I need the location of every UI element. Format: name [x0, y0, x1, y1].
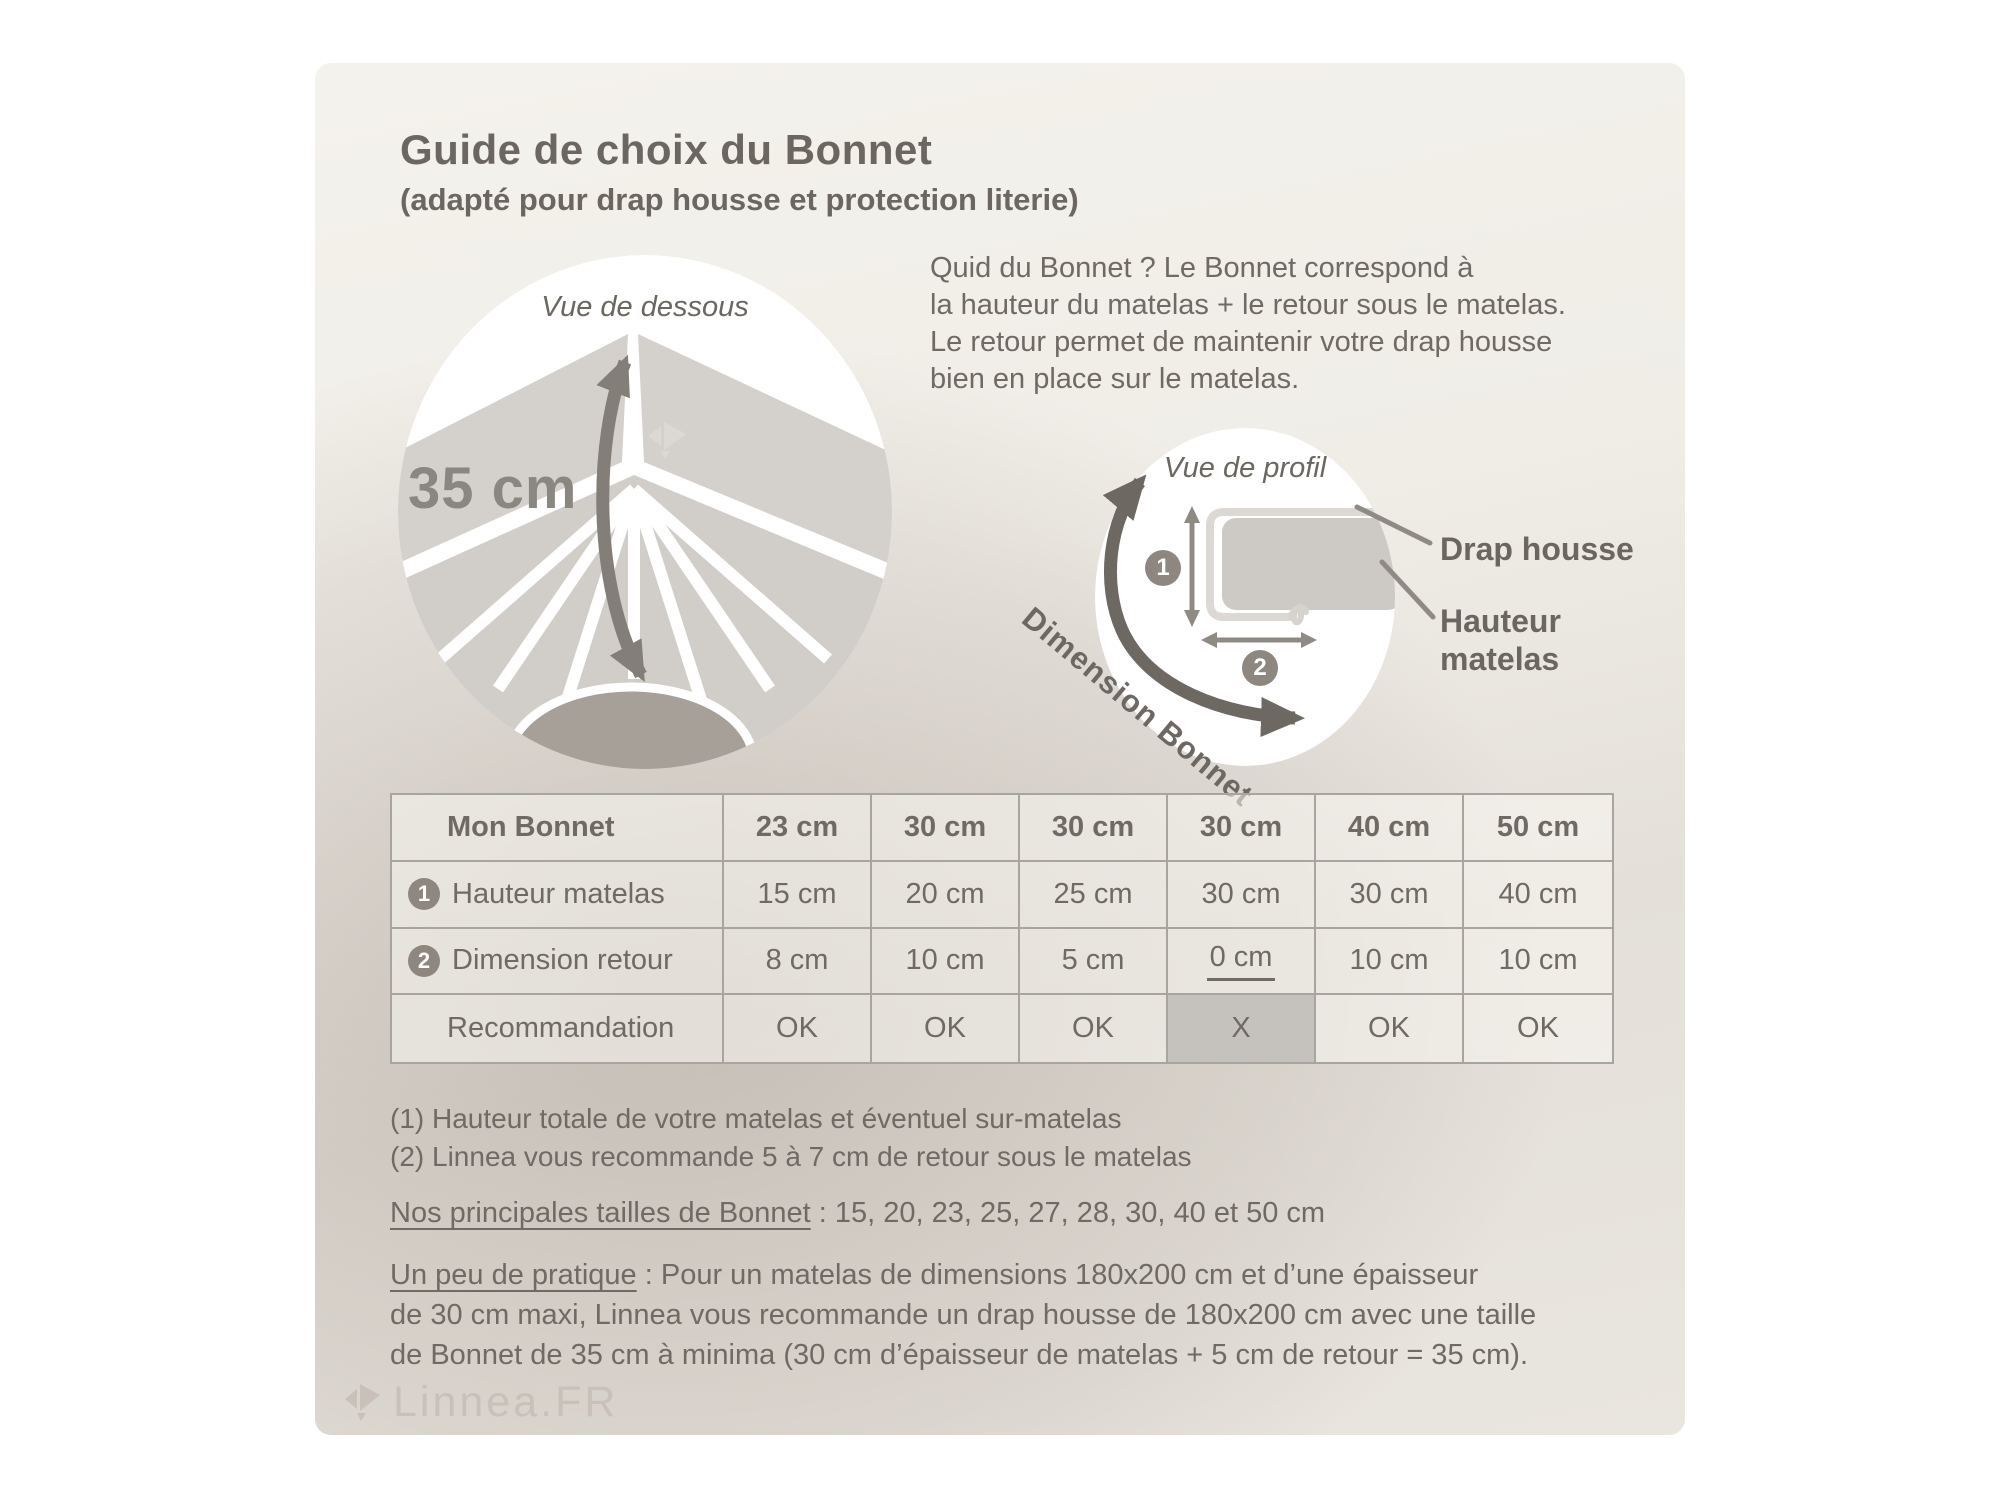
table-row-label: 2 Dimension retour [392, 928, 724, 996]
sizes-line: Nos principales tailles de Bonnet : 15, … [390, 1197, 1325, 1230]
table-cell: 20 cm [872, 861, 1020, 929]
intro-line: Quid du Bonnet ? Le Bonnet correspond à [930, 252, 1474, 284]
table-cell: 30 cm [1316, 861, 1464, 929]
table-cell: OK [1464, 995, 1612, 1062]
table-row-label: 1 Hauteur matelas [392, 861, 724, 929]
mattress-height-label-line1: Hauteur [1440, 603, 1561, 639]
table-cell: 25 cm [1020, 861, 1168, 929]
bottom-view-caption: Vue de dessous [541, 291, 749, 323]
table-cell: 8 cm [724, 928, 872, 996]
sizes-rest: : 15, 20, 23, 25, 27, 28, 30, 40 et 50 c… [810, 1197, 1326, 1229]
bonnet-table: Mon Bonnet 23 cm 30 cm 30 cm 30 cm 40 cm… [390, 793, 1614, 1064]
mattress-height-label: Hauteur matelas [1440, 602, 1561, 678]
row-badge-1: 1 [408, 878, 440, 911]
page-subtitle: (adapté pour drap housse et protection l… [400, 182, 1079, 217]
table-header-cell: 23 cm [724, 795, 872, 862]
bonnet-measurement: 35 cm [408, 456, 578, 521]
table-header-cell: 30 cm [1020, 795, 1168, 862]
table-header-cell: 30 cm [872, 795, 1020, 862]
footnote-2: (2) Linnea vous recommande 5 à 7 cm de r… [390, 1141, 1192, 1172]
table-cell: 30 cm [1168, 861, 1316, 929]
bottom-view-illustration [398, 255, 892, 769]
sheet-underside [398, 475, 892, 769]
brand-logo: Linnea.FR [345, 1378, 618, 1427]
dimension-bonnet-arrow [1102, 474, 1305, 738]
row-label-text: Hauteur matelas [452, 877, 665, 910]
table-cell: 10 cm [872, 928, 1020, 996]
table-cell-underlined: 0 cm [1168, 928, 1316, 996]
table-cell: OK [724, 995, 872, 1062]
practice-paragraph: Un peu de pratique : Pour un matelas de … [390, 1255, 1536, 1375]
badge-2: 2 [1242, 650, 1278, 686]
zero-return-value: 0 cm [1206, 941, 1276, 981]
table-cell: 40 cm [1464, 861, 1612, 929]
badge-1: 1 [1145, 550, 1181, 586]
mattress-left-side [398, 334, 628, 577]
mattress-right-side [638, 334, 892, 577]
table-row-label: Recommandation [392, 995, 724, 1062]
table-cell: 10 cm [1316, 928, 1464, 996]
table-cell: 5 cm [1020, 928, 1168, 996]
profile-view-caption: Vue de profil [1163, 452, 1327, 484]
bonnet-measure-arrow [596, 354, 647, 683]
linnea-logo-text: Linnea.FR [393, 1378, 619, 1426]
practice-rest: : Pour un matelas de dimensions 180x200 … [636, 1259, 1479, 1291]
table-cell: OK [1020, 995, 1168, 1062]
footnote-1: (1) Hauteur totale de votre matelas et é… [390, 1103, 1122, 1134]
sheet-label: Drap housse [1440, 531, 1634, 567]
practice-lead: Un peu de pratique [390, 1259, 637, 1291]
footnotes: (1) Hauteur totale de votre matelas et é… [390, 1100, 1192, 1176]
practice-line3: de Bonnet de 35 cm à minima (30 cm d’épa… [390, 1339, 1528, 1371]
table-cell: OK [1316, 995, 1464, 1062]
sizes-lead: Nos principales tailles de Bonnet [390, 1197, 811, 1229]
table-cell: 15 cm [724, 861, 872, 929]
table-cell: OK [872, 995, 1020, 1062]
intro-paragraph: Quid du Bonnet ? Le Bonnet correspond à … [930, 250, 1566, 398]
intro-line: bien en place sur le matelas. [930, 363, 1300, 395]
intro-line: Le retour permet de maintenir votre drap… [930, 326, 1553, 358]
table-header-cell: 30 cm [1168, 795, 1316, 862]
row-badge-2: 2 [408, 944, 440, 977]
table-header-cell: 50 cm [1464, 795, 1612, 862]
page-title: Guide de choix du Bonnet [400, 126, 933, 173]
table-cell-rejected: X [1168, 995, 1316, 1062]
row-label-text: Dimension retour [452, 944, 673, 977]
practice-line1: Un peu de pratique : Pour un matelas de … [390, 1255, 1536, 1295]
mattress-height-label-line2: matelas [1440, 641, 1560, 677]
practice-line2: de 30 cm maxi, Linnea vous recommande un… [390, 1299, 1537, 1331]
linnea-logo-icon [345, 1383, 380, 1421]
watermark-icon [648, 422, 686, 459]
table-header-cell: 40 cm [1316, 795, 1464, 862]
intro-line: la hauteur du matelas + le retour sous l… [930, 289, 1566, 321]
table-cell: 10 cm [1464, 928, 1612, 996]
table-header-label: Mon Bonnet [392, 795, 724, 862]
